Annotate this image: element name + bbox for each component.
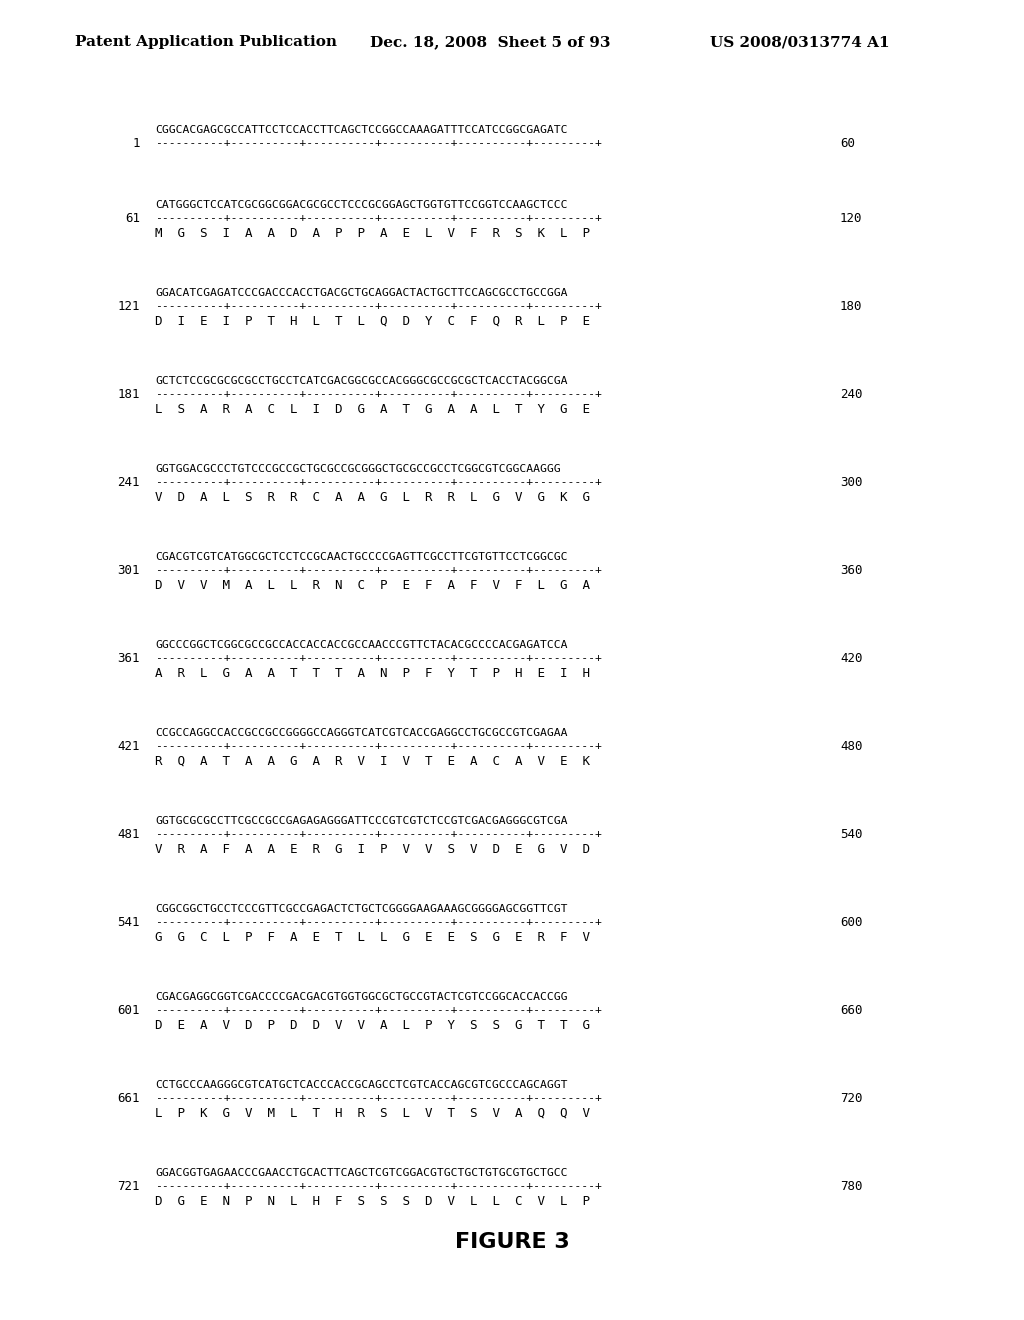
Text: 360: 360 (840, 564, 862, 577)
Text: GCTCTCCGCGCGCGCCTGCCTCATCGACGGCGCCACGGGCGCCGCGCTCACCTACGGCGA: GCTCTCCGCGCGCGCCTGCCTCATCGACGGCGCCACGGGC… (155, 376, 567, 385)
Text: ----------+----------+----------+----------+----------+---------+: ----------+----------+----------+-------… (155, 917, 602, 927)
Text: M  G  S  I  A  A  D  A  P  P  A  E  L  V  F  R  S  K  L  P: M G S I A A D A P P A E L V F R S K L P (155, 227, 590, 240)
Text: CGACGTCGTCATGGCGCTCCTCCGCAACTGCCCCGAGTTCGCCTTCGTGTTCCTCGGCGC: CGACGTCGTCATGGCGCTCCTCCGCAACTGCCCCGAGTTC… (155, 552, 567, 562)
Text: 121: 121 (118, 300, 140, 313)
Text: FIGURE 3: FIGURE 3 (455, 1232, 569, 1251)
Text: R  Q  A  T  A  A  G  A  R  V  I  V  T  E  A  C  A  V  E  K: R Q A T A A G A R V I V T E A C A V E K (155, 755, 590, 768)
Text: D  V  V  M  A  L  L  R  N  C  P  E  F  A  F  V  F  L  G  A: D V V M A L L R N C P E F A F V F L G A (155, 579, 590, 591)
Text: 660: 660 (840, 1005, 862, 1016)
Text: 361: 361 (118, 652, 140, 665)
Text: 61: 61 (125, 213, 140, 224)
Text: CGACGAGGCGGTCGACCCCGACGACGTGGTGGCGCTGCCGTACTCGTCCGGCACCACCGG: CGACGAGGCGGTCGACCCCGACGACGTGGTGGCGCTGCCG… (155, 993, 567, 1002)
Text: 181: 181 (118, 388, 140, 401)
Text: ----------+----------+----------+----------+----------+---------+: ----------+----------+----------+-------… (155, 139, 602, 148)
Text: 180: 180 (840, 300, 862, 313)
Text: ----------+----------+----------+----------+----------+---------+: ----------+----------+----------+-------… (155, 1093, 602, 1104)
Text: 420: 420 (840, 652, 862, 665)
Text: CATGGGCTCCATCGCGGCGGACGCGCCTCCCGCGGAGCTGGTGTTCCGGTCCAAGCTCCC: CATGGGCTCCATCGCGGCGGACGCGCCTCCCGCGGAGCTG… (155, 201, 567, 210)
Text: ----------+----------+----------+----------+----------+---------+: ----------+----------+----------+-------… (155, 565, 602, 576)
Text: 241: 241 (118, 477, 140, 488)
Text: ----------+----------+----------+----------+----------+---------+: ----------+----------+----------+-------… (155, 829, 602, 840)
Text: 720: 720 (840, 1092, 862, 1105)
Text: ----------+----------+----------+----------+----------+---------+: ----------+----------+----------+-------… (155, 301, 602, 312)
Text: 60: 60 (840, 137, 855, 150)
Text: ----------+----------+----------+----------+----------+---------+: ----------+----------+----------+-------… (155, 477, 602, 487)
Text: CCTGCCCAAGGGCGTCATGCTCACCCACCGCAGCCTCGTCACCAGCGTCGCCCAGCAGGT: CCTGCCCAAGGGCGTCATGCTCACCCACCGCAGCCTCGTC… (155, 1080, 567, 1090)
Text: ----------+----------+----------+----------+----------+---------+: ----------+----------+----------+-------… (155, 653, 602, 663)
Text: US 2008/0313774 A1: US 2008/0313774 A1 (710, 36, 890, 49)
Text: 300: 300 (840, 477, 862, 488)
Text: D  G  E  N  P  N  L  H  F  S  S  S  D  V  L  L  C  V  L  P: D G E N P N L H F S S S D V L L C V L P (155, 1195, 590, 1208)
Text: CGGCACGAGCGCCATTCCTCCACCTTCAGCTCCGGCCAAAGATTTCCATCCGGCGAGATC: CGGCACGAGCGCCATTCCTCCACCTTCAGCTCCGGCCAAA… (155, 125, 567, 135)
Text: CGGCGGCTGCCTCCCGTTCGCCGAGACTCTGCTCGGGGAAGAAAGCGGGGAGCGGTTCGT: CGGCGGCTGCCTCCCGTTCGCCGAGACTCTGCTCGGGGAA… (155, 904, 567, 913)
Text: GGTGGACGCCCTGTCCCGCCGCTGCGCCGCGGGCTGCGCCGCCTCGGCGTCGGCAAGGG: GGTGGACGCCCTGTCCCGCCGCTGCGCCGCGGGCTGCGCC… (155, 465, 560, 474)
Text: 120: 120 (840, 213, 862, 224)
Text: Patent Application Publication: Patent Application Publication (75, 36, 337, 49)
Text: GGACGGTGAGAACCCGAACCTGCACTTCAGCTCGTCGGACGTGCTGCTGTGCGTGCTGCC: GGACGGTGAGAACCCGAACCTGCACTTCAGCTCGTCGGAC… (155, 1168, 567, 1177)
Text: V  R  A  F  A  A  E  R  G  I  P  V  V  S  V  D  E  G  V  D: V R A F A A E R G I P V V S V D E G V D (155, 843, 590, 855)
Text: A  R  L  G  A  A  T  T  T  A  N  P  F  Y  T  P  H  E  I  H: A R L G A A T T T A N P F Y T P H E I H (155, 667, 590, 680)
Text: GGCCCGGCTCGGCGCCGCCACCACCACCGCCAACCCGTTCTACACGCCCCACGAGATCCA: GGCCCGGCTCGGCGCCGCCACCACCACCGCCAACCCGTTC… (155, 640, 567, 649)
Text: 721: 721 (118, 1180, 140, 1193)
Text: Dec. 18, 2008  Sheet 5 of 93: Dec. 18, 2008 Sheet 5 of 93 (370, 36, 610, 49)
Text: 301: 301 (118, 564, 140, 577)
Text: ----------+----------+----------+----------+----------+---------+: ----------+----------+----------+-------… (155, 389, 602, 399)
Text: 481: 481 (118, 828, 140, 841)
Text: ----------+----------+----------+----------+----------+---------+: ----------+----------+----------+-------… (155, 741, 602, 751)
Text: GGACATCGAGATCCCGACCCACCTGACGCTGCAGGACTACTGCTTCCAGCGCCTGCCGGA: GGACATCGAGATCCCGACCCACCTGACGCTGCAGGACTAC… (155, 288, 567, 298)
Text: 541: 541 (118, 916, 140, 929)
Text: L  P  K  G  V  M  L  T  H  R  S  L  V  T  S  V  A  Q  Q  V: L P K G V M L T H R S L V T S V A Q Q V (155, 1107, 590, 1119)
Text: ----------+----------+----------+----------+----------+---------+: ----------+----------+----------+-------… (155, 213, 602, 223)
Text: D  E  A  V  D  P  D  D  V  V  A  L  P  Y  S  S  G  T  T  G: D E A V D P D D V V A L P Y S S G T T G (155, 1019, 590, 1032)
Text: 780: 780 (840, 1180, 862, 1193)
Text: G  G  C  L  P  F  A  E  T  L  L  G  E  E  S  G  E  R  F  V: G G C L P F A E T L L G E E S G E R F V (155, 931, 590, 944)
Text: ----------+----------+----------+----------+----------+---------+: ----------+----------+----------+-------… (155, 1005, 602, 1015)
Text: 600: 600 (840, 916, 862, 929)
Text: 601: 601 (118, 1005, 140, 1016)
Text: 480: 480 (840, 741, 862, 752)
Text: V  D  A  L  S  R  R  C  A  A  G  L  R  R  L  G  V  G  K  G: V D A L S R R C A A G L R R L G V G K G (155, 491, 590, 504)
Text: 421: 421 (118, 741, 140, 752)
Text: 661: 661 (118, 1092, 140, 1105)
Text: D  I  E  I  P  T  H  L  T  L  Q  D  Y  C  F  Q  R  L  P  E: D I E I P T H L T L Q D Y C F Q R L P E (155, 315, 590, 327)
Text: L  S  A  R  A  C  L  I  D  G  A  T  G  A  A  L  T  Y  G  E: L S A R A C L I D G A T G A A L T Y G E (155, 403, 590, 416)
Text: 540: 540 (840, 828, 862, 841)
Text: ----------+----------+----------+----------+----------+---------+: ----------+----------+----------+-------… (155, 1181, 602, 1191)
Text: 240: 240 (840, 388, 862, 401)
Text: 1: 1 (132, 137, 140, 150)
Text: CCGCCAGGCCACCGCCGCCGGGGCCAGGGTCATCGTCACCGAGGCCTGCGCCGTCGAGAA: CCGCCAGGCCACCGCCGCCGGGGCCAGGGTCATCGTCACC… (155, 729, 567, 738)
Text: GGTGCGCGCCTTCGCCGCCGAGAGAGGGATTCCCGTCGTCTCCGTCGACGAGGGCGTCGA: GGTGCGCGCCTTCGCCGCCGAGAGAGGGATTCCCGTCGTC… (155, 816, 567, 826)
